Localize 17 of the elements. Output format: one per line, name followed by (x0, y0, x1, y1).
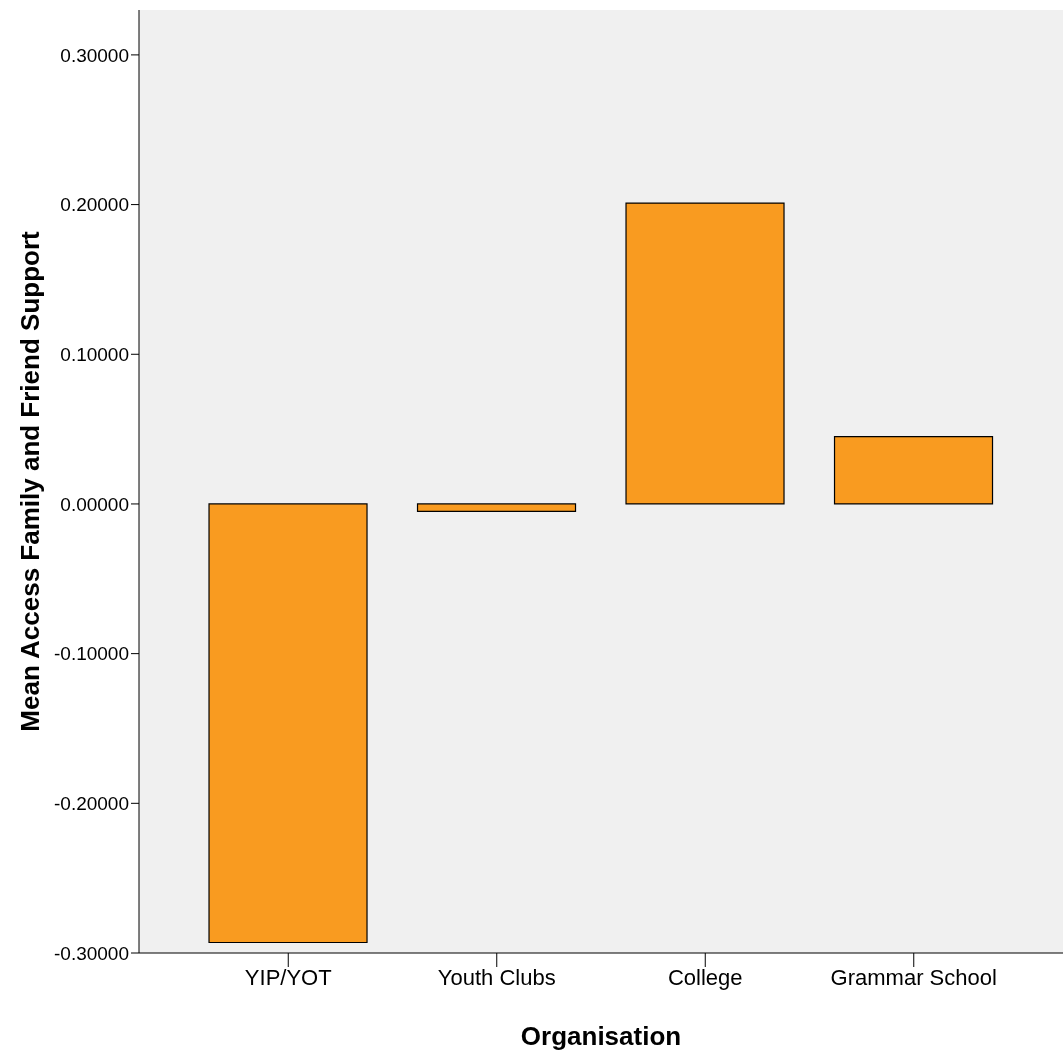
bar (208, 503, 368, 944)
x-tick-label: College (667, 964, 743, 990)
bar (416, 503, 577, 513)
x-tick-label: Grammar School (830, 964, 997, 990)
y-tick-label: -0.20000 (53, 793, 129, 815)
y-tick-label: 0.00000 (60, 493, 129, 515)
y-tick-label: 0.30000 (60, 44, 129, 66)
y-tick-label: -0.10000 (53, 643, 129, 665)
bar (625, 202, 785, 505)
bar (833, 436, 994, 505)
y-tick-label: 0.10000 (60, 344, 129, 366)
x-axis-title: Organisation (520, 1021, 682, 1051)
y-axis-title: Mean Access Family and Friend Support (15, 230, 46, 732)
x-tick-label: Youth Clubs (437, 964, 556, 990)
y-tick-label: 0.20000 (60, 194, 129, 216)
x-tick-label: YIP/YOT (244, 964, 332, 990)
y-tick-label: -0.30000 (53, 942, 129, 964)
